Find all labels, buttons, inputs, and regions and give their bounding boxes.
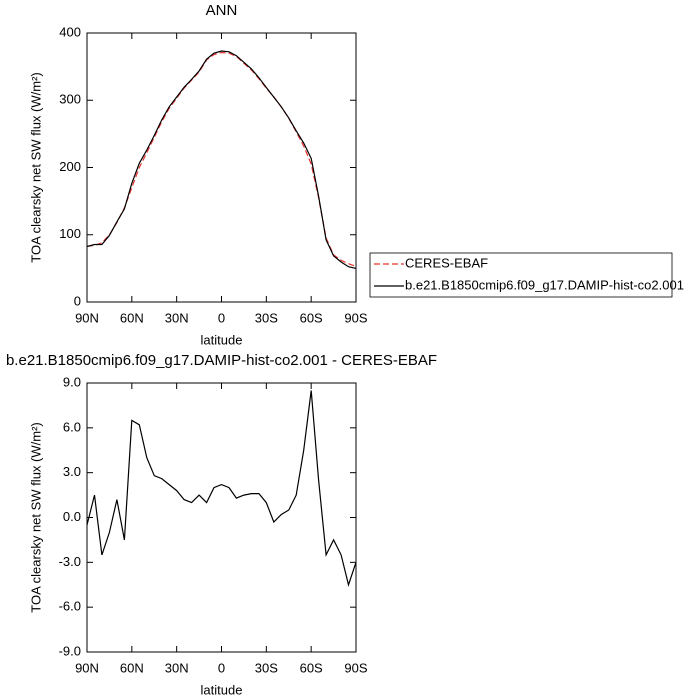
y-tick-label: 400: [59, 24, 81, 39]
y-tick-label: 100: [59, 226, 81, 241]
x-tick-label: 90S: [344, 310, 367, 325]
x-tick-label: 60N: [120, 660, 144, 675]
x-tick-label: 0: [218, 310, 225, 325]
x-tick-label: 30N: [165, 660, 189, 675]
data-line: [86, 50, 357, 269]
legend-label: CERES-EBAF: [405, 255, 488, 270]
x-tick-label: 60N: [120, 310, 144, 325]
x-tick-label: 30S: [255, 660, 278, 675]
x-tick-label: 90S: [344, 660, 367, 675]
x-tick-label: 90N: [75, 310, 99, 325]
x-axis-label: latitude: [201, 682, 243, 697]
y-tick-label: 6.0: [63, 419, 81, 434]
x-tick-label: 30N: [165, 310, 189, 325]
y-tick-label: 0: [74, 293, 81, 308]
y-tick-label: -6.0: [59, 599, 81, 614]
y-tick-label: 200: [59, 159, 81, 174]
chart-title: b.e21.B1850cmip6.f09_g17.DAMIP-hist-co2.…: [6, 352, 437, 369]
chart-title: ANN: [206, 2, 238, 19]
y-tick-label: 0.0: [63, 509, 81, 524]
data-line: [86, 51, 357, 267]
x-axis-label: latitude: [201, 332, 243, 347]
data-line: [86, 390, 357, 587]
legend-box: [369, 252, 673, 298]
y-tick-label: 300: [59, 92, 81, 107]
y-axis-label: TOA clearsky net SW flux (W/m²): [28, 72, 43, 262]
y-tick-label: 3.0: [63, 464, 81, 479]
plot-frame: [86, 382, 357, 653]
x-tick-label: 60S: [300, 310, 323, 325]
y-tick-label: -9.0: [59, 643, 81, 658]
x-tick-label: 30S: [255, 310, 278, 325]
y-tick-label: -3.0: [59, 554, 81, 569]
x-tick-label: 0: [218, 660, 225, 675]
plot-frame: [86, 32, 357, 303]
y-tick-label: 9.0: [63, 374, 81, 389]
legend-label: b.e21.B1850cmip6.f09_g17.DAMIP-hist-co2.…: [405, 277, 684, 292]
y-axis-label: TOA clearsky net SW flux (W/m²): [28, 422, 43, 612]
x-tick-label: 60S: [300, 660, 323, 675]
x-tick-label: 90N: [75, 660, 99, 675]
